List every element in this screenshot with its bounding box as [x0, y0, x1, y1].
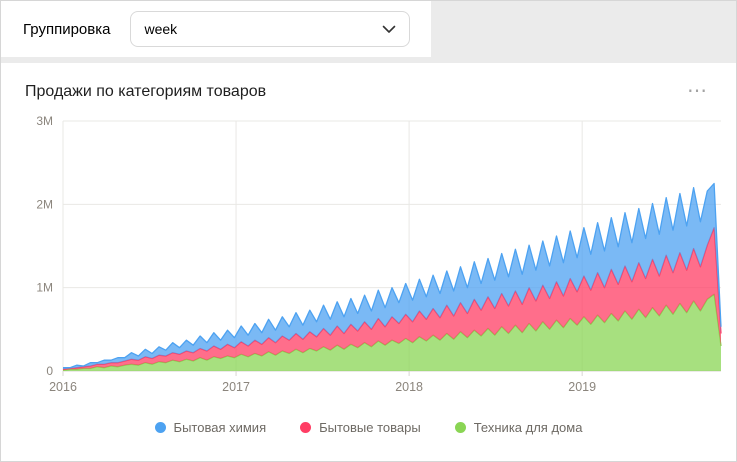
legend-item-3[interactable]: Техника для дома — [454, 420, 583, 435]
svg-text:2018: 2018 — [395, 380, 423, 394]
grouping-select-value: week — [144, 21, 178, 37]
legend-marker-icon — [300, 422, 312, 433]
legend-label: Бытовые товары — [319, 420, 421, 435]
chart-legend: Бытовая химия Бытовые товары Техника для д… — [25, 420, 712, 435]
svg-text:2017: 2017 — [222, 380, 250, 394]
svg-text:2019: 2019 — [568, 380, 596, 394]
sales-card: Продажи по категориям товаров ⋯ 0 1M 2M 3M 2… — [1, 63, 736, 461]
legend-item-1[interactable]: Бытовая химия — [154, 420, 267, 435]
chart-title: Продажи по категориям товаров — [25, 83, 267, 100]
legend-marker-icon — [454, 422, 466, 433]
more-menu-button[interactable]: ⋯ — [683, 80, 712, 102]
legend-label: Техника для дома — [473, 420, 583, 435]
card-header: Продажи по категориям товаров ⋯ — [25, 80, 712, 102]
grouping-select[interactable]: week — [130, 11, 411, 47]
svg-text:3M: 3M — [36, 114, 53, 128]
more-icon: ⋯ — [687, 80, 708, 102]
chevron-down-icon — [382, 25, 396, 34]
grouping-toolbar: Группировка week — [1, 1, 431, 57]
sales-area-chart: 0 1M 2M 3M 2016 2017 2018 2019 — [36, 114, 722, 394]
svg-text:2M: 2M — [36, 197, 53, 211]
legend-marker-icon — [154, 422, 166, 433]
svg-text:0: 0 — [46, 364, 53, 378]
grouping-label: Группировка — [23, 20, 111, 38]
legend-item-2[interactable]: Бытовые товары — [300, 420, 421, 435]
legend-label: Бытовая химия — [173, 420, 267, 435]
svg-text:2016: 2016 — [49, 380, 77, 394]
svg-text:1M: 1M — [36, 281, 53, 295]
chart-area: 0 1M 2M 3M 2016 2017 2018 2019 — [13, 113, 724, 418]
